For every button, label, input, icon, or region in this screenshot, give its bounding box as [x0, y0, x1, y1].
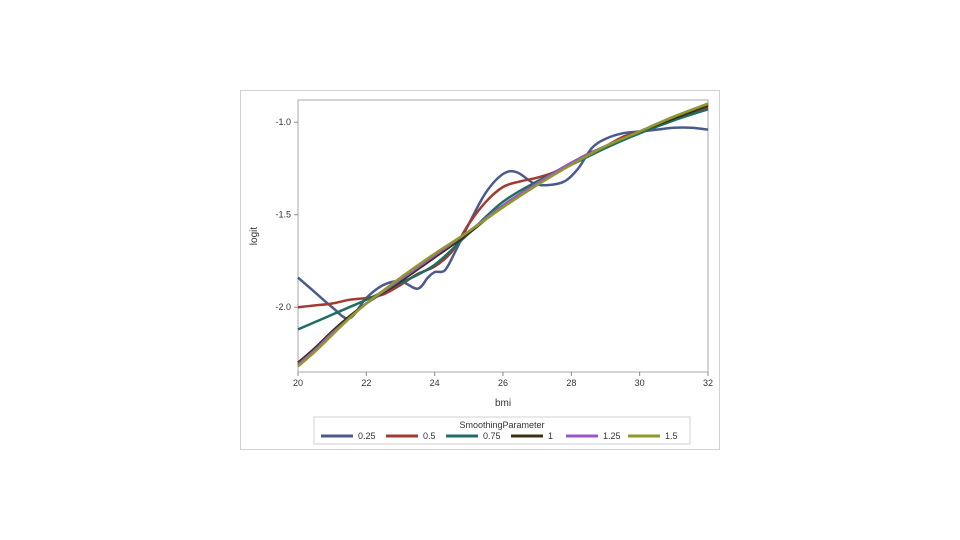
legend-label: 0.25: [358, 431, 376, 441]
line-chart: 20 22 24 26 28 30 32 -1.0 -1.5 -2.0 bmi logit Smo…: [249, 99, 713, 445]
axis-ticks: 20 22 24 26 28 30 32 -1.0 -1.5 -2.0: [275, 117, 713, 388]
legend-label: 0.5: [423, 431, 436, 441]
chart-frame: 20 22 24 26 28 30 32 -1.0 -1.5 -2.0 bmi logit Smo…: [240, 90, 720, 450]
x-tick-label: 26: [498, 378, 508, 388]
x-tick-label: 32: [703, 378, 713, 388]
x-tick-label: 28: [566, 378, 576, 388]
legend-label: 1.25: [603, 431, 621, 441]
y-tick-label: -1.0: [275, 117, 291, 127]
x-tick-label: 22: [361, 378, 371, 388]
legend-label: 0.75: [483, 431, 501, 441]
series-line-1: [297, 104, 709, 364]
legend-box: [313, 416, 691, 445]
y-tick-label: -1.5: [275, 210, 291, 220]
legend-title: SmoothingParameter: [459, 420, 544, 430]
y-tick-label: -2.0: [275, 302, 291, 312]
series-line-1-5: [297, 102, 709, 368]
legend-label: 1.5: [665, 431, 678, 441]
plot-area: [297, 99, 709, 373]
series-line-0-75: [297, 108, 709, 331]
series-line-1-25: [297, 102, 709, 366]
x-tick-label: 30: [635, 378, 645, 388]
legend-label: 1: [548, 431, 553, 441]
series-lines: [297, 102, 709, 368]
x-tick-label: 20: [293, 378, 303, 388]
x-tick-label: 24: [430, 378, 440, 388]
legend-items: 0.25 0.5 0.75 1 1.25 1.5: [321, 431, 678, 441]
y-axis-title: logit: [249, 227, 260, 246]
x-axis-title: bmi: [495, 398, 511, 409]
series-line-0-25: [297, 126, 709, 320]
